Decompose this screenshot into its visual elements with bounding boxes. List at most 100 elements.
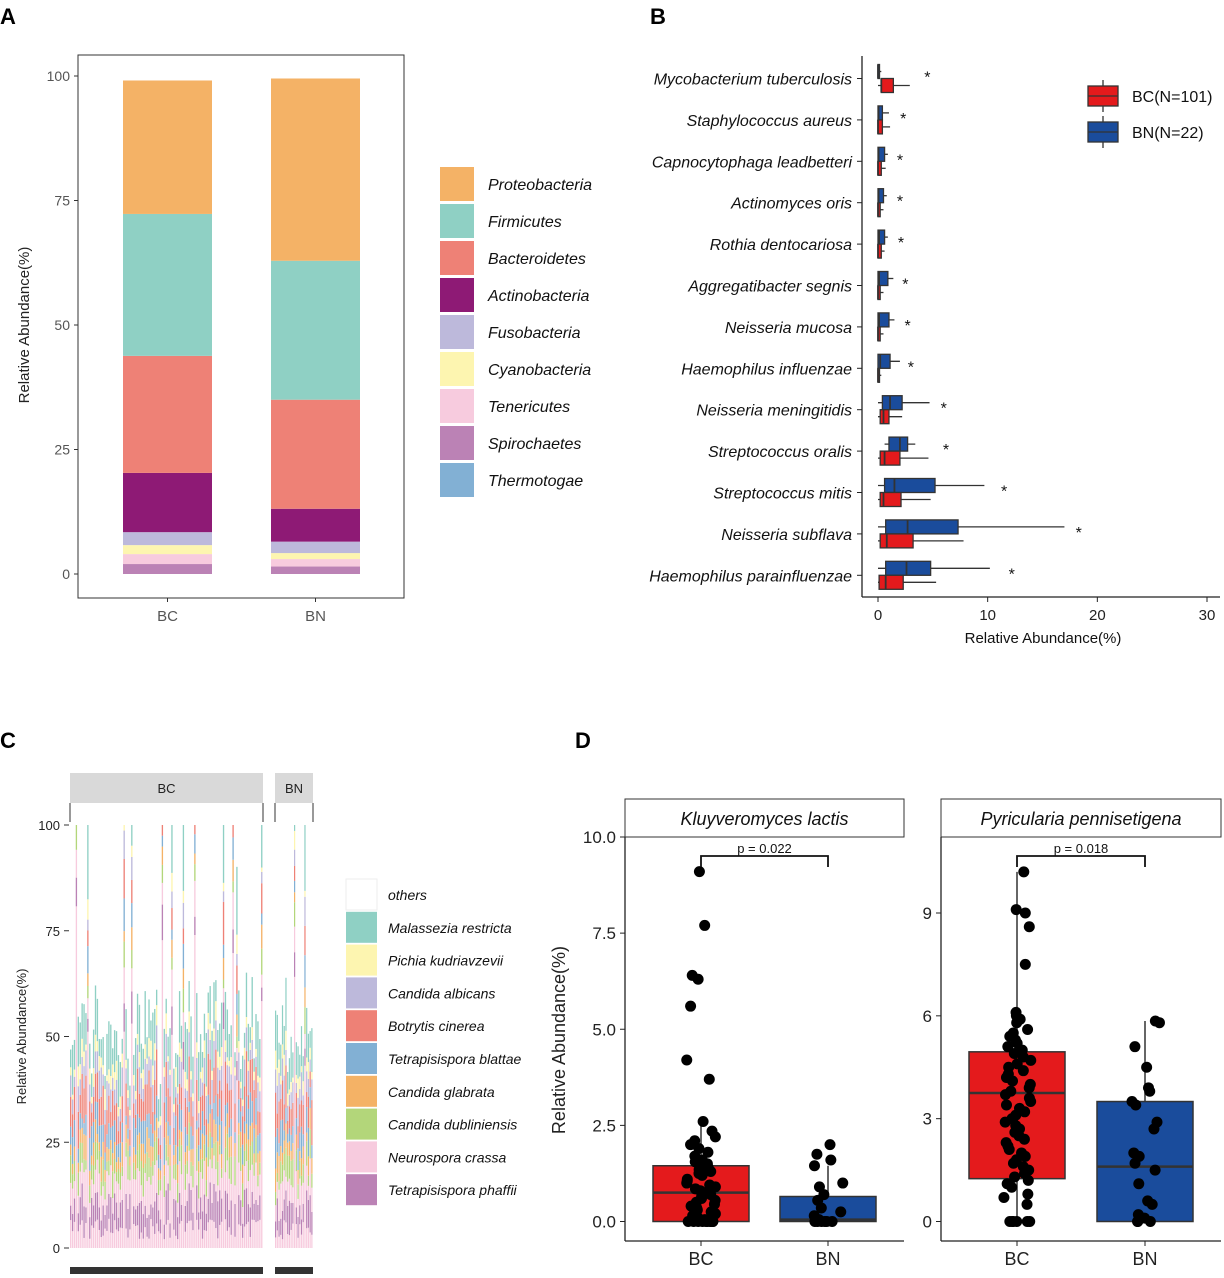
sample-bar-bc-19 [104,1075,106,1248]
segment-candida-dubliniensis [295,1150,297,1172]
sample-bar-bc-11 [89,1043,91,1248]
y-tick-label: 2.5 [592,1116,616,1135]
segment-malassezia-restricta [211,1030,213,1071]
segment-tetrapisispora-phaffii [307,1200,310,1228]
segment-malassezia-restricta [70,1049,72,1068]
segment-botrytis-cinerea [247,1095,250,1109]
data-point [1002,1041,1014,1053]
segment-tetrapisispora-blattae [232,837,234,860]
segment-neurospora-crassa [123,967,125,1004]
sample-bar-bc-87 [234,1052,236,1248]
facet-strip-bn [275,773,313,803]
segment-tetrapisispora-phaffii [194,916,196,936]
segment-candida-glabrata [307,1156,310,1176]
species-label-capnocytophaga-leadbetteri: Capnocytophaga leadbetteri [652,154,853,171]
sample-bar-bc-42 [148,999,150,1248]
segment-malassezia-restricta [169,1028,171,1070]
segment-neurospora-crassa [234,1236,236,1248]
segment-tetrapisispora-phaffii [290,1202,292,1230]
segment-candida-glabrata [133,1147,135,1163]
sample-bar-bc-46 [155,989,158,1248]
segment-tetrapisispora-phaffii [113,1193,116,1221]
sample-bar-bn-22 [311,1028,313,1248]
bar-bc-tenericutes [123,554,212,565]
segment-botrytis-cinerea [108,1095,110,1124]
segment-pichia-kudriavzevii [261,867,263,872]
segment-candida-dubliniensis [249,1145,251,1171]
segment-candida-glabrata [278,1156,280,1182]
sample-bar-bc-48 [159,1084,162,1248]
segment-tetrapisispora-blattae [73,1120,76,1147]
segment-candida-albicans [238,1052,240,1081]
segment-candida-dubliniensis [83,1159,85,1173]
segment-neurospora-crassa [230,1234,232,1248]
sample-bar-bc-27 [119,1061,122,1248]
segment-neurospora-crassa [257,1221,259,1248]
segment-neurospora-crassa [278,1189,280,1222]
segment-malassezia-restricta [180,1025,183,1049]
segment-neurospora-crassa [91,1179,93,1198]
segment-tetrapisispora-blattae [134,1128,137,1155]
bar-bn-cyanobacteria [271,553,360,560]
segment-pichia-kudriavzevii [307,1062,310,1079]
segment-candida-glabrata [297,1169,299,1185]
segment-neurospora-crassa [171,969,173,1007]
segment-candida-dubliniensis [119,1172,122,1190]
segment-candida-albicans [71,1099,74,1115]
box-bn-haemophilus-parainfluenzae-box [885,560,932,576]
segment-neurospora-crassa [121,1228,123,1248]
segment-tetrapisispora-phaffii [190,1189,192,1221]
segment-candida-albicans [228,1066,230,1091]
segment-candida-albicans [295,1082,297,1094]
sample-bar-bc-3 [73,1039,76,1248]
segment-candida-dubliniensis [304,1007,306,1034]
segment-neurospora-crassa [259,1174,261,1196]
segment-tetrapisispora-blattae [278,1143,280,1157]
segment-botrytis-cinerea [217,1093,219,1117]
legend-key-thermotogae [440,463,474,497]
segment-candida-albicans [283,1075,285,1105]
segment-neurospora-crassa [81,1220,83,1248]
segment-candida-dubliniensis [102,1159,104,1187]
y-tick-label: 9 [923,904,932,923]
segment-malassezia-restricta [238,990,240,1042]
segment-malassezia-restricta [249,1027,251,1043]
segment-neurospora-crassa [205,1230,208,1248]
sample-bar-bn-5 [281,1005,284,1248]
segment-malassezia-restricta [184,1022,186,1072]
sample-bar-bc-10 [87,825,89,1248]
segment-botrytis-cinerea [222,901,225,945]
segment-malassezia-restricta [96,998,99,1042]
segment-botrytis-cinerea [110,1112,112,1128]
x-tick-label: 0 [874,607,882,624]
segment-pichia-kudriavzevii [79,1064,81,1080]
segment-candida-glabrata [83,1134,85,1160]
data-point [1024,1216,1036,1227]
x-tick-label: 10 [979,607,996,624]
segment-botrytis-cinerea [154,1079,156,1115]
segment-candida-dubliniensis [280,1161,282,1184]
segment-neurospora-crassa [198,1198,200,1213]
segment-tetrapisispora-phaffii [171,1006,173,1035]
segment-candida-albicans [230,1074,232,1090]
box-bc-streptococcus-oralis-box [879,450,901,466]
segment-candida-dubliniensis [215,1141,217,1170]
segment-tetrapisispora-phaffii [177,1217,179,1240]
data-point [1022,1188,1034,1200]
segment-tetrapisispora-phaffii [173,1198,175,1230]
segment-malassezia-restricta [178,991,181,1043]
segment-candida-albicans [215,1020,217,1050]
segment-candida-dubliniensis [110,1149,112,1166]
segment-candida-albicans [213,1040,215,1068]
segment-neurospora-crassa [299,1178,301,1206]
segment-neurospora-crassa [220,1221,223,1248]
segment-tetrapisispora-blattae [100,1125,102,1157]
segment-tetrapisispora-blattae [98,1125,101,1143]
segment-tetrapisispora-blattae [104,1152,106,1170]
segment-tetrapisispora-phaffii [302,1203,304,1223]
significance-bracket [700,855,829,867]
segment-pichia-kudriavzevii [230,1057,232,1075]
segment-candida-dubliniensis [182,988,185,1013]
